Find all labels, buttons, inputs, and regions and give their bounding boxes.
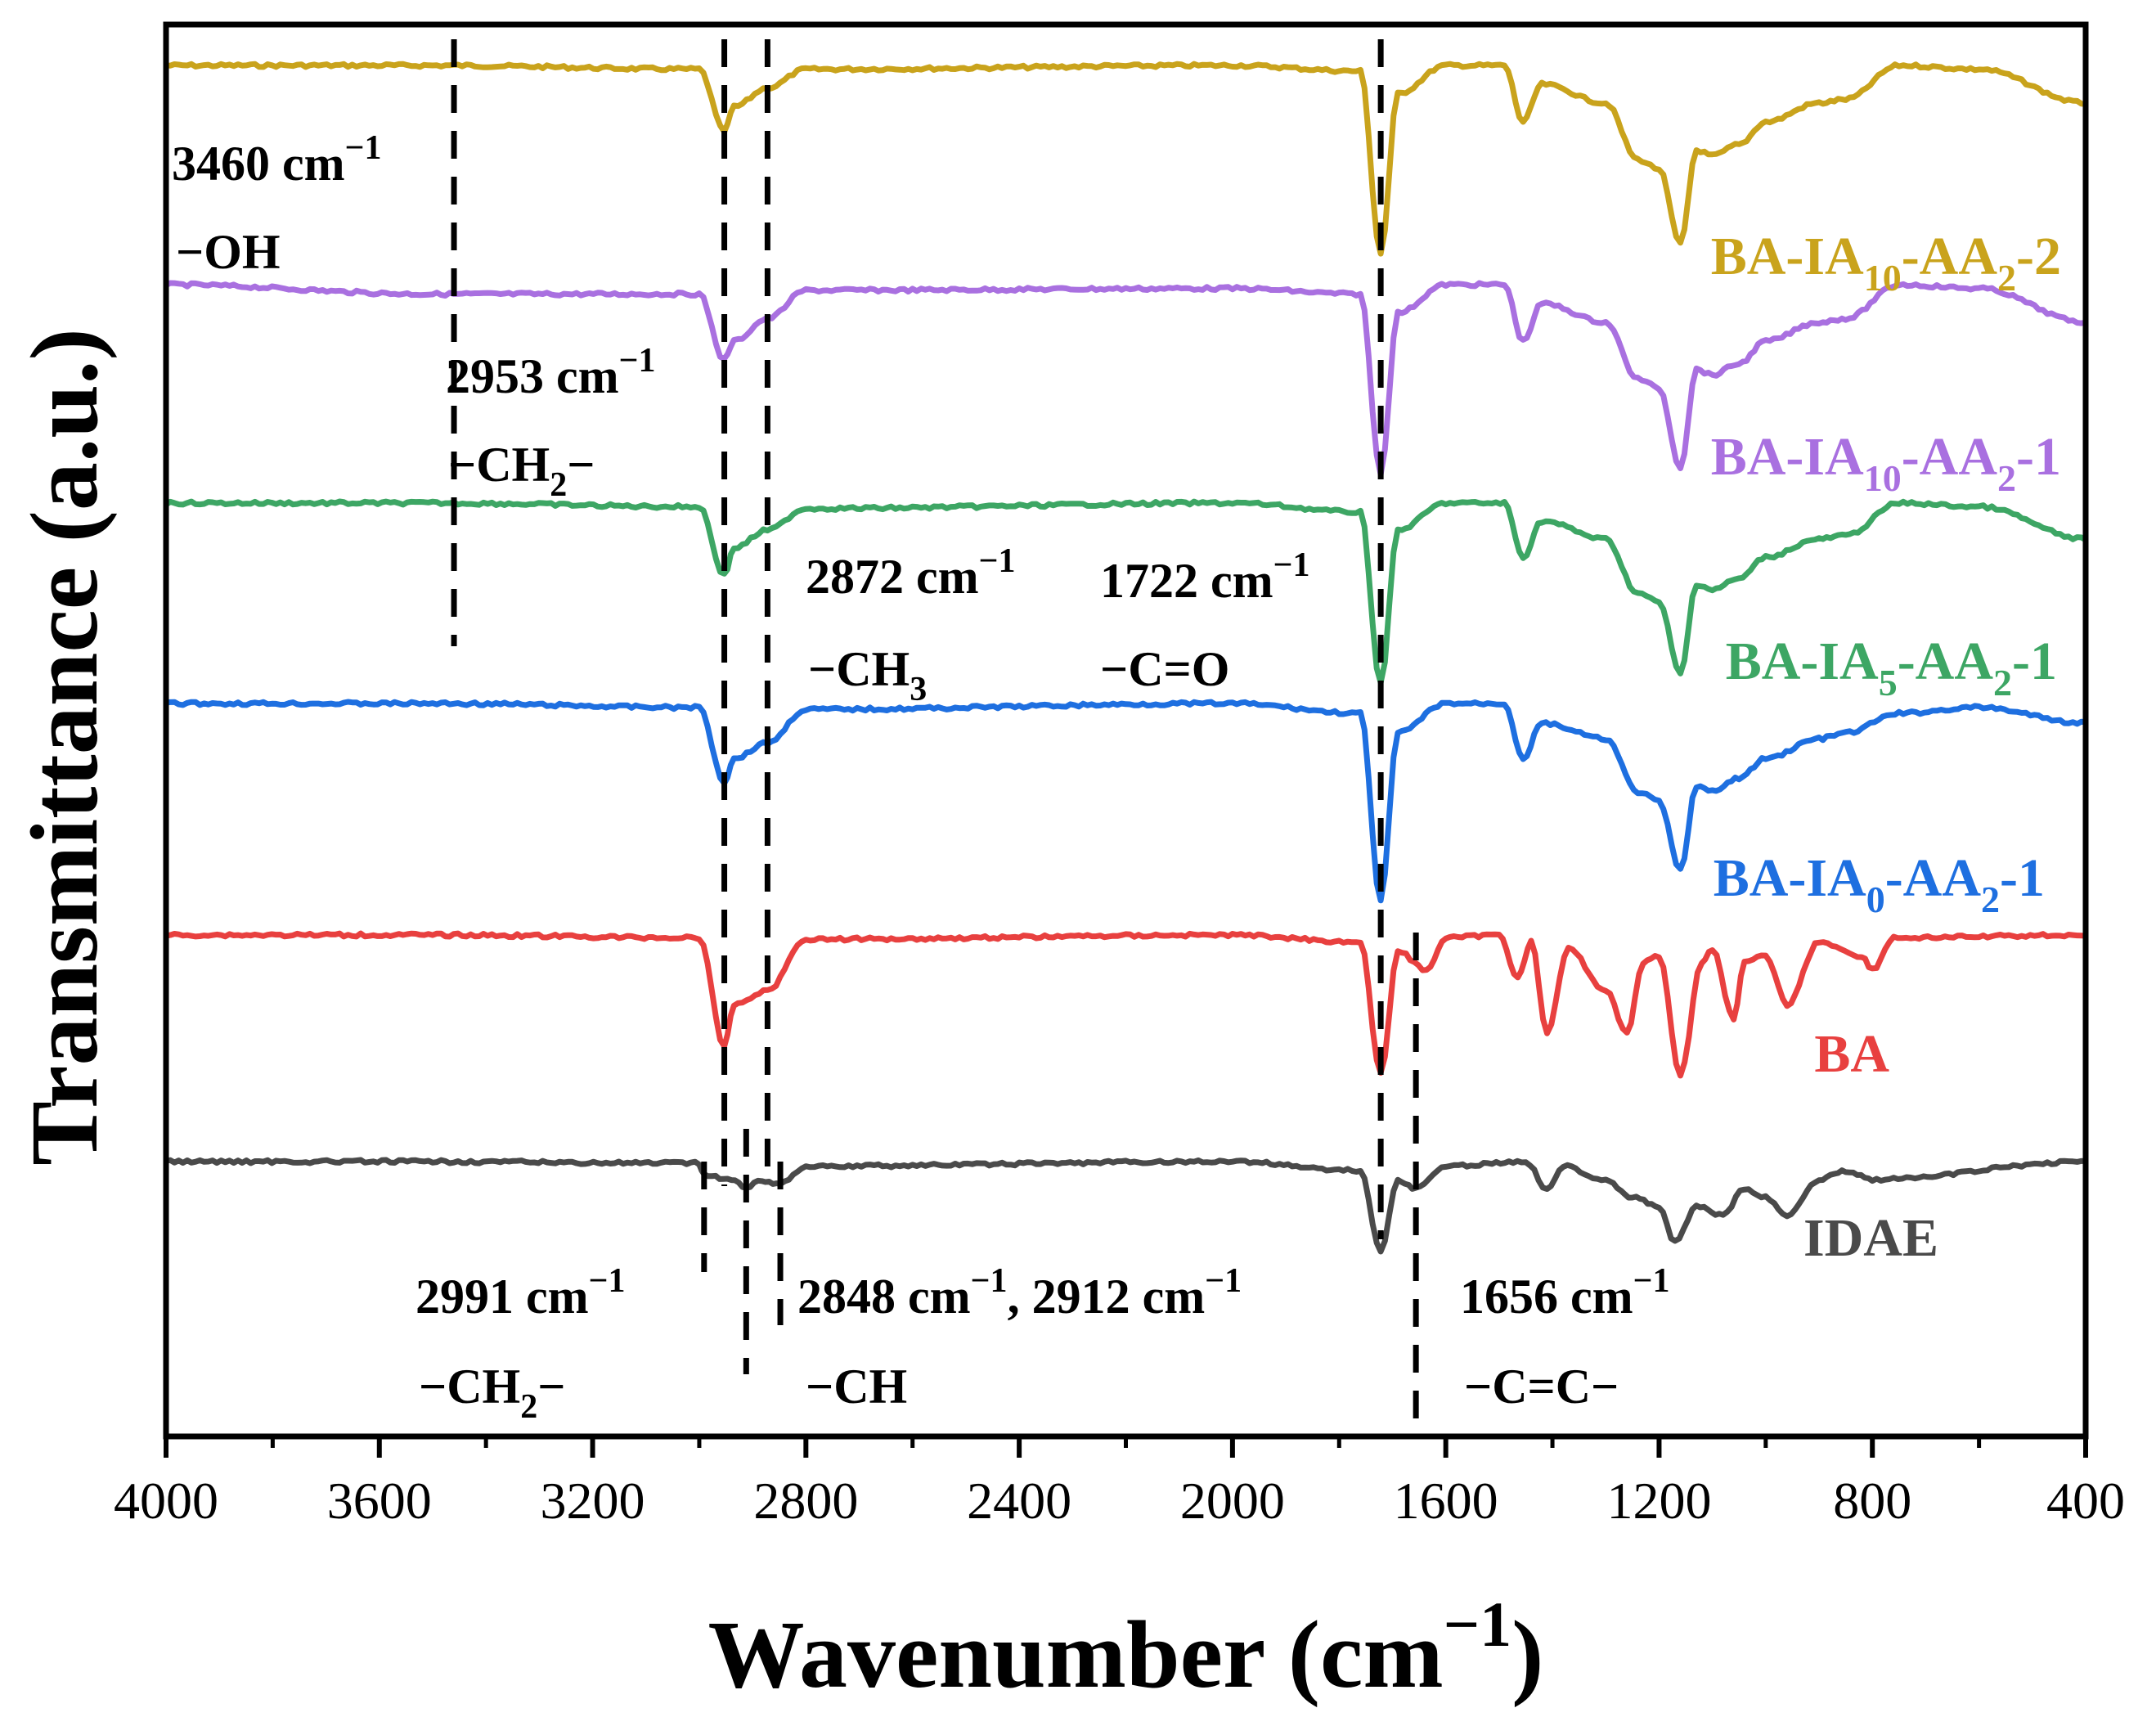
annotation-group: −CH2−	[448, 438, 595, 504]
annotation-3460: 3460 cm−1 −OH	[172, 129, 382, 279]
x-tick-label: 4000	[114, 1472, 218, 1530]
annotation-2991: 2991 cm−1 −CH2−	[415, 1262, 626, 1426]
annotations: 3460 cm−1 −OH 2953 cm−1 −CH2− 2872 cm−1 −CH3 1…	[172, 129, 1670, 1426]
series-layer	[164, 61, 2087, 1255]
annotation-wavenumber: 1722 cm−1	[1100, 546, 1310, 608]
annotation-1656: 1656 cm−1 −C=C−	[1460, 1262, 1670, 1414]
annotation-group: −OH	[176, 225, 281, 279]
x-tick-label: 1200	[1606, 1472, 1711, 1530]
annotation-1722: 1722 cm−1 −C=O	[1100, 546, 1310, 696]
x-tick-label: 3200	[541, 1472, 645, 1530]
series-label-4: BA-IA0-AA2-1	[1714, 848, 2045, 920]
series-labels: BA-IA10-AA2-2 BA-IA10-AA2-1 BA-IA5-AA2-1 BA…	[1711, 227, 2061, 1268]
y-axis-title: Transmittance (a.u.)	[11, 328, 118, 1166]
series-line-1	[165, 61, 2086, 257]
annotation-2848: 2848 cm−1, 2912 cm−1 −CH	[797, 1262, 1242, 1414]
x-tick-label: 1600	[1394, 1472, 1498, 1530]
x-tick-label: 800	[1833, 1472, 1911, 1530]
series-label-6: IDAE	[1803, 1208, 1938, 1268]
annotation-wavenumber: 3460 cm−1	[172, 129, 382, 191]
x-tick-label: 400	[2046, 1472, 2125, 1530]
axes: 4000 3600 3200 2800 2400 2000 1600 1200 800 400 Wa…	[11, 21, 2125, 1708]
series-line-3	[164, 498, 2087, 685]
series-label-1: BA-IA10-AA2-2	[1711, 227, 2061, 299]
series-line-5	[165, 930, 2086, 1079]
series-label-3: BA-IA5-AA2-1	[1726, 632, 2057, 703]
series-line-2	[164, 280, 2086, 478]
x-tick-label: 2800	[753, 1472, 858, 1530]
annotation-wavenumber: 2991 cm−1	[415, 1262, 626, 1324]
annotation-group: −CH2−	[419, 1360, 565, 1426]
annotation-2953: 2953 cm−1 −CH2−	[446, 342, 656, 504]
annotation-wavenumber: 2872 cm−1	[806, 542, 1016, 604]
series-line-4	[165, 699, 2086, 904]
annotation-2872: 2872 cm−1 −CH3	[806, 542, 1016, 708]
reference-lines	[451, 39, 1419, 1423]
annotation-group: −CH3	[808, 642, 927, 708]
x-tick-label: 2400	[967, 1472, 1071, 1530]
x-tick-label: 3600	[327, 1472, 432, 1530]
x-axis-title: Wavenumber (cm−1)	[708, 1589, 1544, 1708]
annotation-group: −CH	[806, 1360, 907, 1414]
x-tick-label: 2000	[1180, 1472, 1285, 1530]
series-label-5: BA	[1814, 1024, 1889, 1084]
series-line-6	[165, 1157, 2086, 1255]
annotation-group: −C=O	[1100, 642, 1229, 696]
plot-area	[166, 25, 2086, 1436]
annotation-wavenumber: 1656 cm−1	[1460, 1262, 1670, 1324]
annotation-wavenumber: 2953 cm−1	[446, 342, 656, 403]
annotation-group: −C=C−	[1464, 1360, 1619, 1414]
series-label-2: BA-IA10-AA2-1	[1711, 427, 2061, 499]
annotation-wavenumber: 2848 cm−1, 2912 cm−1	[797, 1262, 1242, 1324]
